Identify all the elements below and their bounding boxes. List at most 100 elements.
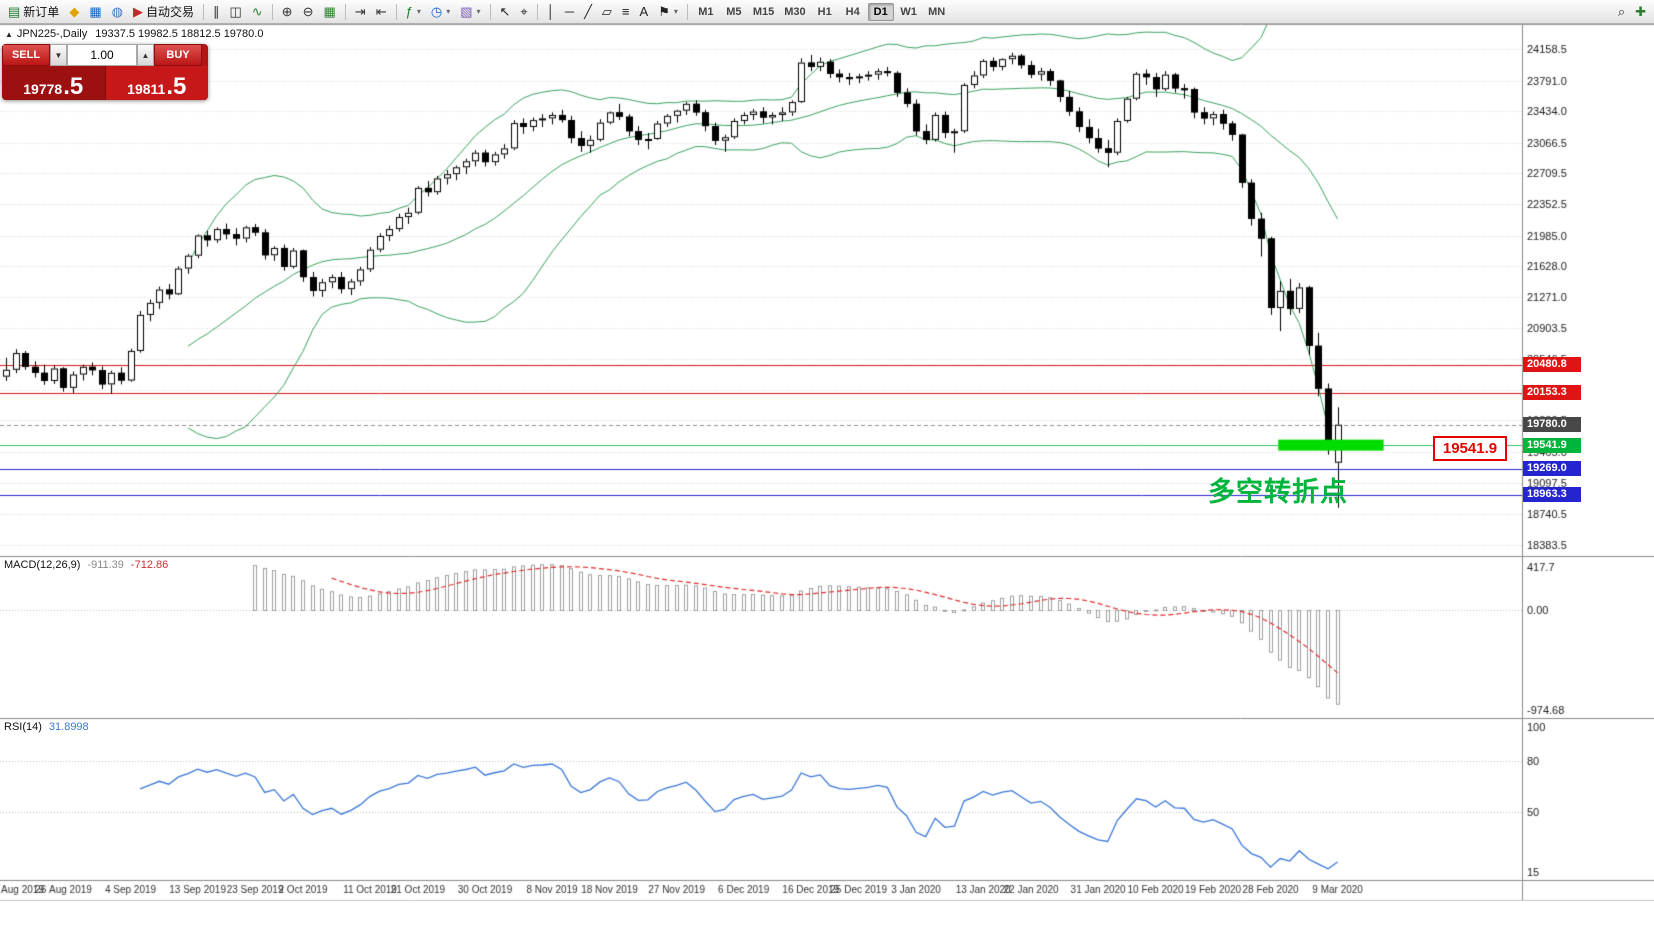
buy-price-main: 19811 xyxy=(127,80,166,97)
templates-dropdown-icon[interactable]: ▾ xyxy=(476,7,481,16)
arrows-tool-icon: ⚑ xyxy=(658,4,670,19)
toolbar-buttons: ▤ 新订单 ◆ ▦ ◍ ▶ 自动交易 ∥ ◫ ∿ ⊕ ⊖ ▦ ⇥ ⇤ ƒ ▾ ◷ ▾ ▧ ▾ ↖ ⌖ │ ─ ╱ ▱ ≡ A ⚑ ▾ xyxy=(3,2,692,22)
buy-button[interactable]: BUY xyxy=(154,44,202,66)
buy-price-big-digit: .5 xyxy=(166,72,187,100)
timeframe-m5-button[interactable]: M5 xyxy=(721,3,747,21)
new-order-button[interactable]: ▤ 新订单 xyxy=(4,2,63,22)
toolbar-separator xyxy=(344,3,346,20)
zoom-out-button[interactable]: ⊖ xyxy=(299,2,318,22)
tile-windows-button[interactable]: ▦ xyxy=(319,2,339,22)
macd-name: MACD(12,26,9) xyxy=(4,559,81,571)
data-window-button[interactable]: ◍ xyxy=(108,2,127,22)
timeframe-m15-button[interactable]: M15 xyxy=(749,3,778,21)
fibonacci-tool-icon: ≡ xyxy=(621,4,630,19)
price-level-callout: 19541.9 xyxy=(1433,436,1507,461)
chart-candles-icon: ◫ xyxy=(229,4,242,19)
volume-input[interactable] xyxy=(67,44,137,66)
zoom-in-button[interactable]: ⊕ xyxy=(278,2,297,22)
search-icon: ⌕ xyxy=(1617,4,1626,19)
crosshair-button[interactable]: ⌖ xyxy=(516,2,531,22)
add-chart-button[interactable]: ✚ xyxy=(1631,2,1650,22)
toolbar-separator xyxy=(202,3,204,20)
chart-shift-button[interactable]: ⇤ xyxy=(372,2,391,22)
macd-indicator-label: MACD(12,26,9) -911.39 -712.86 xyxy=(4,559,168,571)
volume-up-button[interactable]: ▲ xyxy=(137,44,154,66)
horizontal-line-tool-icon: ─ xyxy=(564,4,575,19)
sell-button[interactable]: SELL xyxy=(2,44,50,66)
arrows-tool-dropdown-icon[interactable]: ▾ xyxy=(673,7,678,16)
price-tag: 20480.8 xyxy=(1523,357,1581,373)
timeframe-m30-button[interactable]: M30 xyxy=(780,3,809,21)
indicators-list-icon: ƒ xyxy=(405,4,413,19)
autotrading-icon: ▶ xyxy=(132,4,143,19)
new-order-label: 新订单 xyxy=(23,5,60,19)
rsi-value: 31.8998 xyxy=(48,721,89,733)
add-chart-icon: ✚ xyxy=(1635,4,1646,19)
timeframe-w1-button[interactable]: W1 xyxy=(896,3,922,21)
timeframe-m1-button[interactable]: M1 xyxy=(693,3,719,21)
cursor-icon: ↖ xyxy=(499,4,511,19)
timeframe-h4-button[interactable]: H4 xyxy=(840,3,866,21)
new-order-icon: ▤ xyxy=(8,4,21,19)
metaeditor-button[interactable]: ◆ xyxy=(65,2,83,22)
tile-windows-icon: ▦ xyxy=(323,4,336,19)
rsi-indicator-label: RSI(14) 31.8998 xyxy=(4,721,89,733)
macd-signal-value: -712.86 xyxy=(130,559,169,571)
text-tool-icon: A xyxy=(639,4,649,19)
volume-down-button[interactable]: ▼ xyxy=(50,44,67,66)
arrows-tool-button[interactable]: ⚑ ▾ xyxy=(654,2,682,22)
chart-line-button[interactable]: ∿ xyxy=(248,2,267,22)
autotrading-label: 自动交易 xyxy=(145,5,194,19)
price-tag: 19269.0 xyxy=(1523,461,1581,477)
sell-price[interactable]: 19778.5 xyxy=(2,66,105,100)
equidistant-channel-tool-button[interactable]: ▱ xyxy=(598,2,616,22)
auto-scroll-icon: ⇥ xyxy=(354,4,366,19)
timeframe-selector: M1 M5 M15 M30 H1 H4 D1 W1 MN xyxy=(692,2,951,21)
fibonacci-tool-button[interactable]: ≡ xyxy=(618,2,634,22)
data-window-icon: ◍ xyxy=(111,4,123,19)
chart-line-icon: ∿ xyxy=(251,4,263,19)
text-tool-button[interactable]: A xyxy=(636,2,653,22)
collapse-panel-icon[interactable]: ▲ xyxy=(5,30,13,39)
sell-price-big-digit: .5 xyxy=(63,72,84,100)
timeframe-d1-button[interactable]: D1 xyxy=(867,2,894,21)
sell-price-main: 19778 xyxy=(23,80,63,97)
search-button[interactable]: ⌕ xyxy=(1614,2,1629,22)
periods-list-icon: ◷ xyxy=(430,4,443,19)
chart-shift-icon: ⇤ xyxy=(375,4,387,19)
vertical-line-tool-button[interactable]: │ xyxy=(543,2,559,22)
chart-bars-button[interactable]: ∥ xyxy=(209,2,224,22)
price-tag: 19541.9 xyxy=(1523,437,1581,453)
vertical-line-tool-icon: │ xyxy=(546,4,555,19)
metaeditor-icon: ◆ xyxy=(69,4,80,19)
timeframe-h1-button[interactable]: H1 xyxy=(812,3,838,21)
periods-list-button[interactable]: ◷ ▾ xyxy=(427,2,454,22)
zoom-out-icon: ⊖ xyxy=(302,4,314,19)
indicators-list-dropdown-icon[interactable]: ▾ xyxy=(416,7,421,16)
periods-list-dropdown-icon[interactable]: ▾ xyxy=(446,7,451,16)
market-watch-button[interactable]: ▦ xyxy=(85,2,105,22)
one-click-prices: 19778.5 19811.5 xyxy=(2,66,208,100)
autotrading-button[interactable]: ▶ 自动交易 xyxy=(129,2,198,22)
price-tag: 19780.0 xyxy=(1523,417,1581,433)
crosshair-icon: ⌖ xyxy=(520,4,528,19)
symbol-title: JPN225-,Daily xyxy=(16,28,88,40)
templates-button[interactable]: ▧ ▾ xyxy=(456,2,484,22)
auto-scroll-button[interactable]: ⇥ xyxy=(351,2,370,22)
toolbar-separator xyxy=(395,3,397,20)
chart-bars-icon: ∥ xyxy=(212,4,220,19)
cursor-button[interactable]: ↖ xyxy=(496,2,515,22)
buy-price[interactable]: 19811.5 xyxy=(104,66,208,100)
price-tag: 18963.3 xyxy=(1523,487,1581,503)
indicators-list-button[interactable]: ƒ ▾ xyxy=(402,2,425,22)
one-click-trading-panel: SELL ▼ ▲ BUY 19778.5 19811.5 xyxy=(2,44,208,100)
toolbar-separator xyxy=(686,3,688,20)
chart-candles-button[interactable]: ◫ xyxy=(225,2,245,22)
horizontal-line-tool-button[interactable]: ─ xyxy=(561,2,578,22)
one-click-controls: SELL ▼ ▲ BUY xyxy=(2,44,208,66)
trendline-tool-button[interactable]: ╱ xyxy=(580,2,596,22)
ohlc-values: 19337.5 19982.5 18812.5 19780.0 xyxy=(95,28,264,40)
toolbar: ▤ 新订单 ◆ ▦ ◍ ▶ 自动交易 ∥ ◫ ∿ ⊕ ⊖ ▦ ⇥ ⇤ ƒ ▾ ◷ ▾ ▧ ▾ ↖ ⌖ │ ─ ╱ ▱ ≡ A ⚑ ▾ M1 M… xyxy=(0,0,1654,24)
timeframe-mn-button[interactable]: MN xyxy=(924,3,950,21)
